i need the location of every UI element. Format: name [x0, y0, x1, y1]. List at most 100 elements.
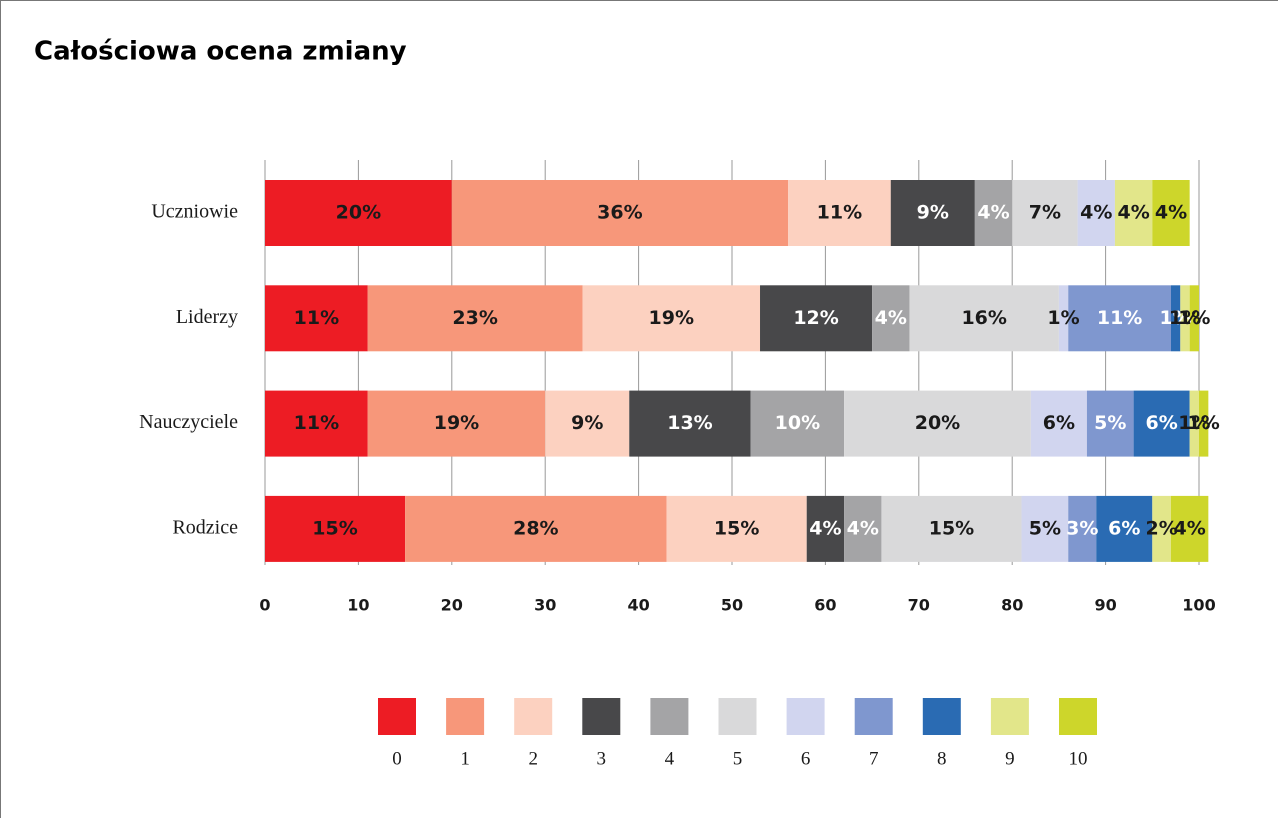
x-tick-label: 40	[627, 596, 649, 615]
bar-segment	[1058, 285, 1069, 352]
bar-segment	[1152, 180, 1190, 246]
legend-swatch	[1059, 698, 1097, 735]
bar-segment	[1086, 390, 1134, 457]
bar-segment	[1152, 495, 1171, 562]
bar-segment	[750, 390, 845, 457]
bar-segment	[582, 285, 761, 352]
bar-segment	[872, 285, 910, 352]
bar-segment	[806, 495, 845, 562]
bar-segment	[788, 180, 891, 246]
data-label: 11%	[1097, 307, 1142, 329]
bar-segment	[545, 390, 630, 457]
data-label: 2%	[1146, 517, 1178, 539]
legend-label: 6	[801, 748, 811, 769]
legend-swatch	[990, 698, 1029, 735]
data-label: 20%	[336, 202, 381, 224]
bar-segment	[844, 495, 882, 562]
legend-label: 8	[937, 748, 947, 769]
data-label: 9%	[917, 202, 949, 224]
bar-segment	[1096, 495, 1153, 562]
x-tick-label: 70	[908, 596, 930, 615]
bar-segment	[1180, 285, 1190, 352]
bar-segment	[1030, 390, 1087, 457]
legend-label: 5	[733, 748, 743, 769]
data-label: 11%	[294, 412, 339, 434]
legend-swatch	[446, 698, 485, 735]
bar-segment	[1170, 285, 1181, 352]
bar-segment	[1077, 180, 1115, 246]
data-label: 19%	[434, 412, 479, 434]
y-tick-label: Liderzy	[176, 306, 238, 328]
chart-title: Całościowa ocena zmiany	[34, 37, 407, 67]
bar-segment	[760, 285, 873, 352]
data-label: 36%	[597, 202, 642, 224]
data-label: 4%	[977, 202, 1009, 224]
data-label: 4%	[1117, 202, 1149, 224]
data-label: 15%	[929, 517, 974, 539]
legend-label: 4	[665, 748, 675, 769]
data-label: 6%	[1146, 412, 1178, 434]
data-label: 1%	[1169, 307, 1201, 329]
x-tick-label: 30	[534, 596, 556, 615]
data-label: 3%	[1066, 517, 1098, 539]
data-label: 6%	[1108, 517, 1140, 539]
data-label: 19%	[649, 307, 694, 329]
data-label: 1%	[1188, 412, 1220, 434]
data-label: 12%	[793, 307, 838, 329]
bar-segment	[451, 180, 789, 246]
bar-segment	[1199, 390, 1209, 457]
x-tick-label: 90	[1094, 596, 1116, 615]
bar-segment	[1068, 285, 1171, 352]
bar-segment	[629, 390, 751, 457]
legend-swatch	[786, 698, 825, 735]
x-tick-label: 20	[441, 596, 463, 615]
bar-segment	[909, 285, 1059, 352]
bar-segment	[265, 390, 368, 457]
x-tick-label: 60	[814, 596, 836, 615]
bar-segment	[1170, 495, 1209, 562]
legend-label: 2	[528, 748, 538, 769]
x-tick-label: 10	[347, 596, 369, 615]
bar-segment	[405, 495, 667, 562]
legend-label: 10	[1069, 748, 1088, 769]
bar-segment	[1068, 495, 1097, 562]
legend-swatch	[514, 698, 553, 735]
data-label: 10%	[775, 412, 820, 434]
legend-swatch	[650, 698, 689, 735]
x-tick-label: 100	[1182, 596, 1215, 615]
bar-segment	[974, 180, 1013, 246]
legend-swatch	[582, 698, 621, 735]
bar-segment	[1021, 495, 1069, 562]
bar-segment	[265, 495, 406, 562]
data-label: 7%	[1029, 202, 1061, 224]
data-label: 16%	[961, 307, 1006, 329]
data-label: 6%	[1043, 412, 1075, 434]
data-label: 1%	[1160, 307, 1192, 329]
legend-swatch	[718, 698, 757, 735]
legend-label: 7	[869, 748, 879, 769]
bar-segment	[1012, 180, 1078, 246]
data-label: 13%	[667, 412, 712, 434]
legend-label: 9	[1005, 748, 1015, 769]
legend-swatch	[378, 698, 416, 735]
x-tick-label: 80	[1001, 596, 1023, 615]
data-label: 23%	[452, 307, 497, 329]
legend-label: 3	[597, 748, 607, 769]
x-tick-label: 50	[721, 596, 743, 615]
y-tick-label: Nauczyciele	[139, 411, 238, 433]
bar-segment	[890, 180, 975, 246]
data-label: 5%	[1094, 412, 1126, 434]
data-label: 15%	[312, 517, 357, 539]
y-tick-label: Uczniowie	[151, 201, 238, 223]
bar-segment	[844, 390, 1031, 457]
data-label: 4%	[1174, 517, 1206, 539]
bar-segment	[1189, 390, 1199, 457]
data-label: 1%	[1047, 307, 1079, 329]
bar-segment	[666, 495, 807, 562]
legend-label: 1	[460, 748, 470, 769]
bar-segment	[265, 180, 452, 246]
data-label: 1%	[1178, 412, 1210, 434]
data-label: 4%	[847, 517, 879, 539]
